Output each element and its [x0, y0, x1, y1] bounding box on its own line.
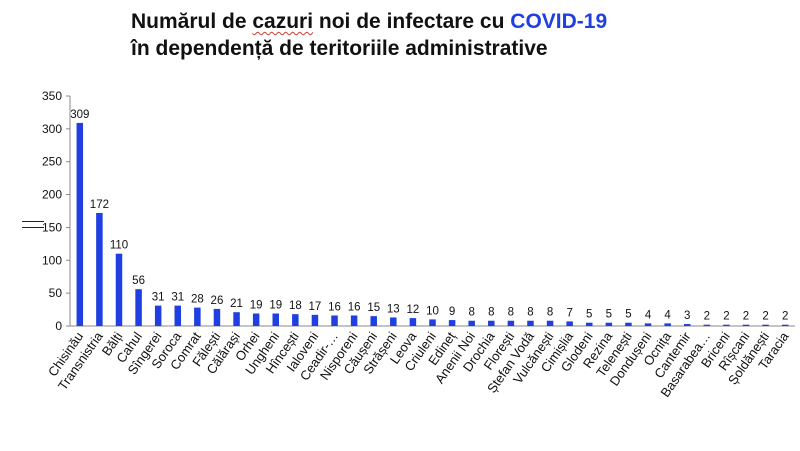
y-tick-label: 100 [42, 253, 62, 267]
data-label: 16 [328, 301, 341, 313]
title-line2: în dependență de teritoriile administrat… [131, 37, 548, 60]
data-label: 10 [426, 305, 439, 317]
data-label: 3 [684, 310, 690, 322]
data-label: 2 [704, 311, 710, 323]
data-label: 19 [269, 300, 282, 312]
data-label: 56 [132, 275, 145, 287]
y-tick-label: 300 [42, 122, 62, 136]
y-tick-label: 200 [42, 188, 62, 202]
data-label: 21 [230, 298, 243, 310]
y-tick-label: 50 [49, 286, 63, 300]
bar [272, 313, 279, 326]
bar [781, 324, 789, 326]
bar [429, 319, 436, 326]
bar [194, 307, 201, 326]
bar [448, 320, 456, 326]
bar [292, 314, 299, 326]
stray-line-mark [22, 221, 44, 222]
data-label: 8 [488, 307, 494, 319]
bar [350, 315, 358, 326]
bar [331, 315, 338, 326]
bar [586, 322, 593, 326]
bar [96, 212, 103, 326]
y-tick-label: 250 [42, 155, 62, 169]
data-label: 172 [90, 199, 109, 211]
data-label: 5 [625, 309, 631, 321]
chart-x-tick-labels: ChisinăuTransnistriaBălțiCahulSîngereiSo… [45, 328, 792, 399]
data-label: 8 [547, 307, 553, 319]
data-label: 26 [211, 295, 224, 307]
data-label: 17 [309, 301, 322, 313]
y-tick-label: 0 [55, 319, 62, 333]
data-label: 5 [586, 309, 592, 321]
data-label: 309 [70, 109, 89, 121]
data-label: 8 [527, 307, 533, 319]
bar [311, 314, 319, 326]
bar [644, 323, 652, 326]
chart-y-tick-labels: 0 50 100 150 200 250 300 350 [42, 89, 62, 333]
bar [664, 323, 671, 326]
data-label: 4 [664, 309, 671, 321]
chart-title: Numărul de cazuri noi de infectare cu CO… [131, 8, 607, 62]
data-label: 31 [152, 292, 165, 304]
data-label: 4 [645, 309, 652, 321]
data-label: 8 [508, 307, 514, 319]
data-label: 8 [468, 307, 474, 319]
bar [742, 324, 750, 326]
bar [115, 253, 123, 326]
bar [703, 324, 711, 326]
bar [527, 320, 534, 326]
data-label: 2 [723, 311, 729, 323]
title-text-part-underlined: cazuri [252, 10, 314, 33]
bar [252, 313, 260, 326]
data-label: 31 [171, 292, 184, 304]
bar [546, 320, 554, 326]
bar [390, 317, 397, 326]
bar [507, 320, 515, 326]
data-label: 28 [191, 294, 204, 306]
bar [135, 289, 142, 326]
bar [76, 122, 84, 326]
bar [174, 305, 182, 326]
y-tick-label: 350 [42, 89, 62, 103]
data-label: 110 [110, 240, 128, 252]
bar [723, 324, 730, 326]
data-label: 13 [387, 303, 400, 315]
data-label: 7 [566, 307, 572, 319]
bar [683, 324, 691, 326]
bar [370, 316, 377, 326]
data-label: 16 [348, 301, 361, 313]
data-label: 18 [289, 300, 302, 312]
data-label: 9 [449, 306, 455, 318]
bar [625, 322, 632, 326]
y-tick-label: 150 [42, 220, 62, 234]
data-label: 2 [762, 311, 768, 323]
bar [154, 305, 162, 326]
data-label: 2 [782, 311, 788, 323]
title-text-part: noi de infectare cu [313, 10, 511, 33]
bar [213, 308, 221, 326]
data-label: 2 [743, 311, 749, 323]
bar [233, 312, 240, 326]
chart-bars [76, 122, 789, 326]
title-text-part: Numărul de [131, 10, 253, 33]
data-label: 12 [407, 304, 420, 316]
data-label: 5 [606, 309, 612, 321]
title-covid-highlight: COVID-19 [510, 10, 608, 33]
data-label: 19 [250, 300, 263, 312]
bar [468, 320, 475, 326]
bar [566, 321, 573, 326]
bar [488, 320, 495, 326]
bar [409, 318, 417, 326]
bar [605, 322, 613, 326]
data-label: 15 [367, 302, 380, 314]
title-line1: Numărul de cazuri noi de infectare cu CO… [131, 10, 607, 33]
bar [762, 324, 769, 326]
stray-line-mark [22, 227, 44, 228]
